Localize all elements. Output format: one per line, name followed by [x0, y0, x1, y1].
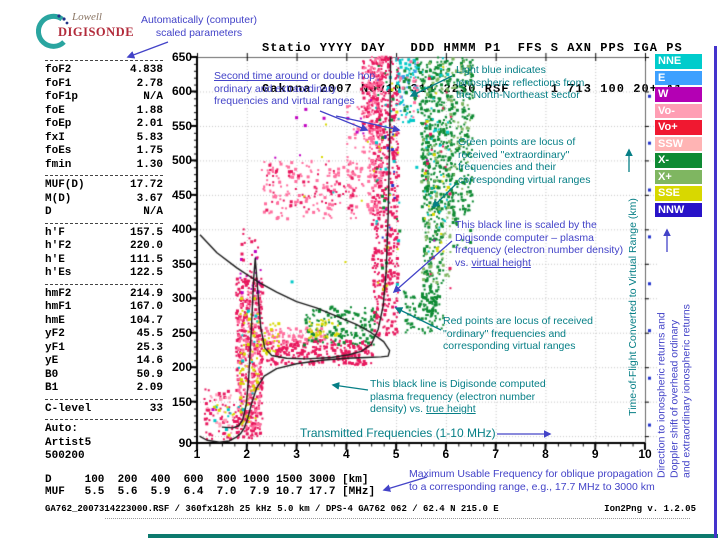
note-black-virtual-text: This black line is scaled by the Digison… [455, 219, 624, 269]
note-true-height-underline: true height [426, 403, 476, 415]
legend-item-vo: Vo+ [655, 120, 702, 135]
legend-item-ssw: SSW [655, 136, 702, 151]
legend-item-e: E [655, 70, 702, 85]
note-light-blue-nne: Light blue indicates ionospheric reflect… [456, 64, 585, 101]
y-axis-title-virtual-range: Time-of-Flight Converted to Virtual Rang… [627, 198, 639, 416]
note-second-time-around: Second time around or double hop ordinar… [214, 70, 376, 108]
note-green-points: Green points are locus of received "extr… [458, 136, 591, 186]
note-muf-oblique: Maximum Usable Frequency for oblique pro… [409, 468, 655, 493]
legend-item-nne: NNE [655, 54, 702, 69]
note-red-points: Red points are locus of received "ordina… [443, 315, 593, 352]
legend-axis-title-direction: Direction to ionospheric returns and Dop… [655, 238, 693, 478]
note-black-line-true: This black line is Digisonde computed pl… [370, 378, 568, 416]
note-auto-scaled: Automatically (computer) scaled paramete… [140, 14, 258, 39]
note-black-true-text: This black line is Digisonde computed pl… [370, 378, 546, 415]
note-second-time-underline: Second time around [214, 70, 308, 82]
legend-item-x: X+ [655, 169, 702, 184]
direction-doppler-legend: NNE E W Vo- Vo+ SSW X- X+ SSE NNW [655, 54, 702, 219]
direction-label-line3: and extraordinary ionospheric returns [680, 304, 693, 478]
legend-item-nnw: NNW [655, 202, 702, 217]
note-black-line-virtual: This black line is scaled by the Digison… [455, 219, 631, 269]
note-transmitted-frequencies: Transmitted Frequencies (1-10 MHz) [300, 426, 496, 440]
legend-item-sse: SSE [655, 186, 702, 201]
direction-label-line1: Direction to ionospheric returns and [655, 312, 668, 478]
note-virtual-height-underline: virtual height [471, 256, 531, 269]
direction-label-line2: Doppler shift of overhead ordinary [667, 319, 680, 478]
note-second-time-rest: or double hop ordinary and extraordinary… [214, 70, 376, 107]
legend-item-x: X- [655, 153, 702, 168]
legend-item-vo: Vo- [655, 103, 702, 118]
legend-item-w: W [655, 87, 702, 102]
